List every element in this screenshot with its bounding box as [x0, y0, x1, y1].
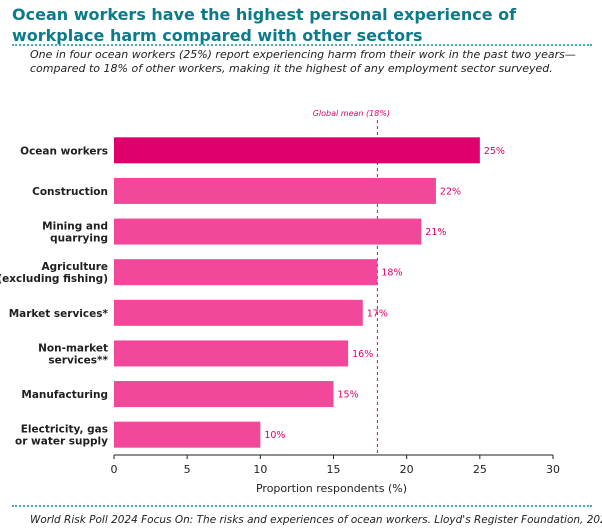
category-label: Non-market services** [38, 342, 108, 366]
x-tick-label: 30 [546, 463, 560, 476]
bar-value-label: 21% [425, 227, 446, 238]
mean-reference-label: Global mean (18%) [313, 109, 390, 118]
bar [114, 421, 261, 448]
bar-value-label: 17% [367, 308, 388, 319]
x-axis-title: Proportion respondents (%) [256, 482, 407, 495]
category-label: Mining and quarrying [42, 221, 108, 245]
category-label: Market services* [9, 308, 109, 320]
category-label: Manufacturing [21, 389, 108, 401]
x-tick-label: 25 [473, 463, 487, 476]
chart-title: Ocean workers have the highest personal … [12, 5, 517, 45]
bar-value-label: 18% [381, 268, 402, 279]
bar [114, 259, 378, 286]
bar [114, 177, 436, 204]
bar-value-label: 16% [352, 349, 373, 360]
bar-value-label: 25% [484, 146, 505, 157]
title-divider [12, 44, 592, 46]
x-tick-label: 20 [400, 463, 414, 476]
x-tick-label: 10 [253, 463, 267, 476]
category-label: Ocean workers [20, 145, 108, 157]
source-divider [12, 505, 592, 507]
bar-value-label: 22% [440, 186, 461, 197]
bar [114, 381, 334, 408]
source-note: World Risk Poll 2024 Focus On: The risks… [30, 514, 602, 526]
chart-subtitle: One in four ocean workers (25%) report e… [30, 48, 576, 75]
x-tick-label: 5 [184, 463, 191, 476]
x-tick-label: 15 [327, 463, 341, 476]
bar [114, 137, 480, 164]
x-tick-label: 0 [111, 463, 118, 476]
category-label: Electricity, gas or water supply [15, 424, 108, 448]
bar [114, 299, 363, 326]
bar-value-label: 15% [338, 390, 359, 401]
bar [114, 340, 349, 367]
bar [114, 218, 422, 245]
category-label: Agriculture (excluding fishing) [0, 261, 108, 285]
category-label: Construction [32, 186, 108, 198]
bar-chart: Global mean (18%) 25% Ocean workers 22% Cons… [0, 109, 560, 495]
bar-value-label: 10% [264, 430, 285, 441]
